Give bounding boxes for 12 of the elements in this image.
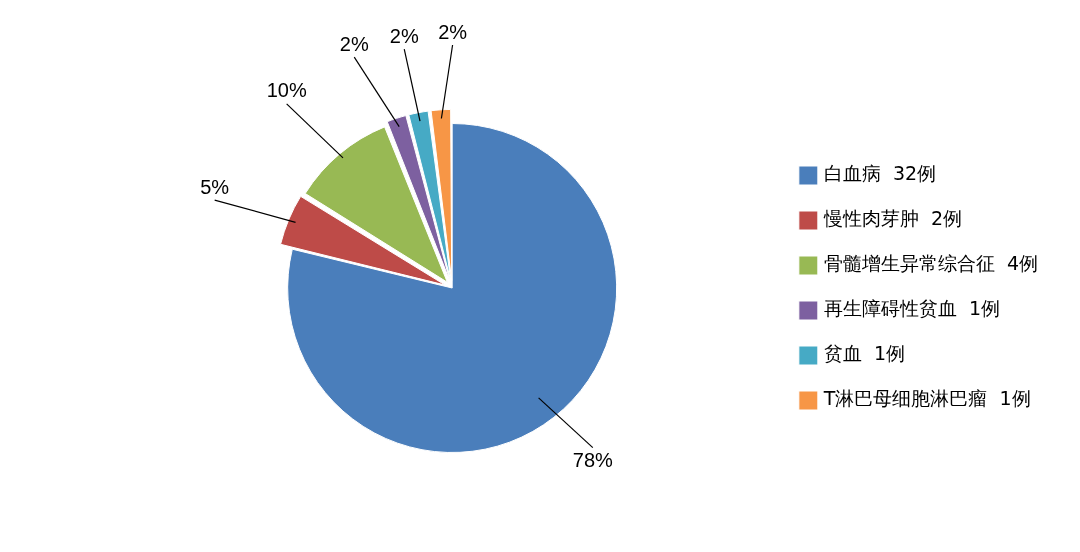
data-label: 78% (572, 449, 614, 472)
data-label: 2% (339, 32, 369, 55)
data-label: 10% (266, 79, 307, 102)
legend-label: 贫血 1例 (823, 342, 905, 365)
data-label: 5% (200, 175, 230, 198)
data-label: 2% (438, 20, 468, 43)
legend-label: T淋巴母细胞淋巴瘤 1例 (822, 387, 1031, 410)
legend-label: 慢性肉芽肿 2例 (822, 207, 962, 230)
legend-label: 骨髓增生异常综合征 4例 (823, 252, 1038, 275)
data-label: 2% (389, 24, 419, 47)
legend-label: 再生障碍性贫血 1例 (823, 297, 1000, 320)
legend-label: 白血病 32例 (823, 162, 937, 185)
